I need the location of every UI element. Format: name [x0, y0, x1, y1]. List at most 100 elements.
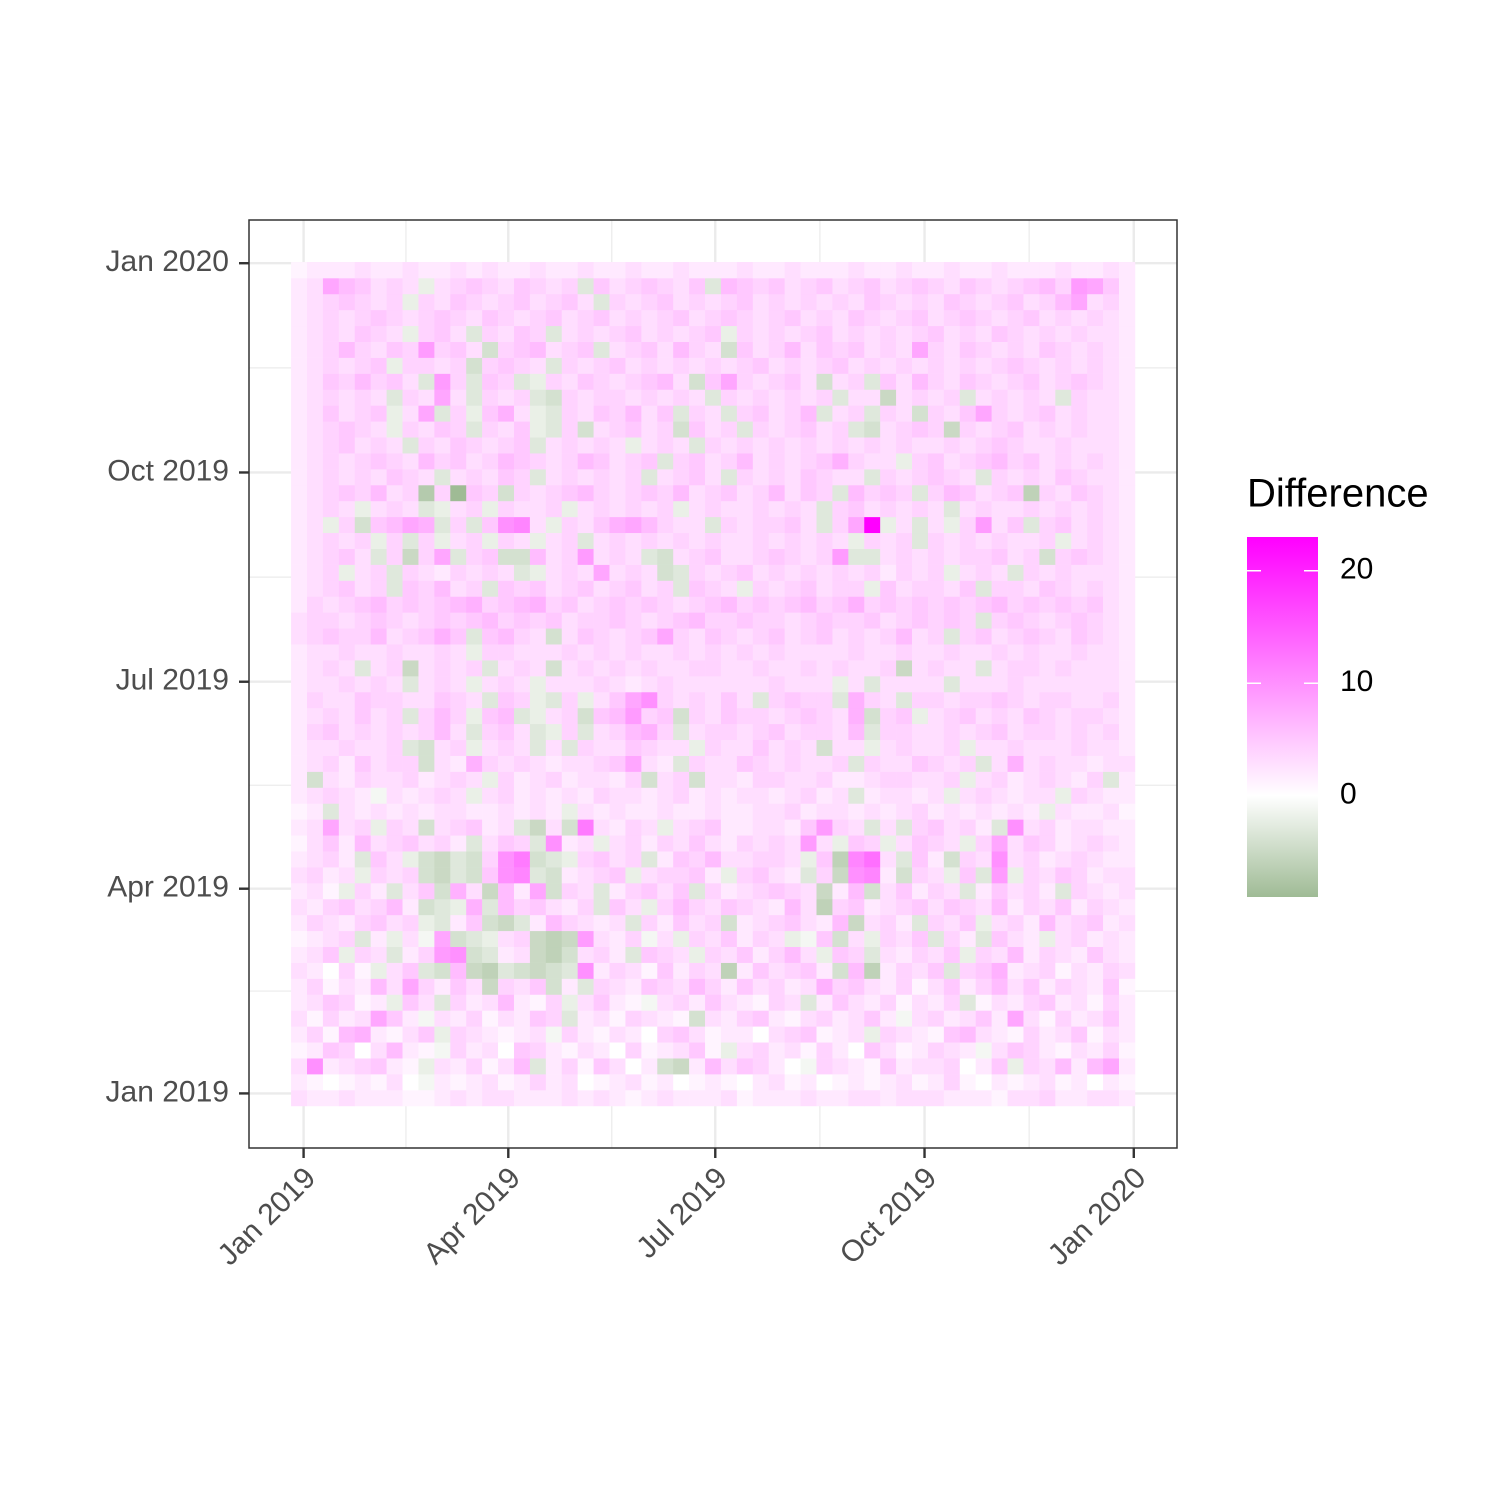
heatmap-cell [1119, 437, 1136, 454]
heatmap-cell [386, 389, 403, 406]
heatmap-cell [705, 612, 722, 629]
heatmap-cell [1023, 1090, 1040, 1107]
heatmap-cell [482, 469, 499, 486]
heatmap-cell [720, 453, 738, 470]
heatmap-cell [927, 898, 945, 916]
heatmap-cell [720, 739, 738, 756]
heatmap-cell [609, 532, 626, 549]
heatmap-cell [975, 278, 992, 295]
heatmap-cell [975, 707, 992, 725]
heatmap-cell [720, 1090, 738, 1107]
heatmap-cell [1055, 644, 1072, 661]
heatmap-cell [768, 660, 785, 677]
heatmap-cell [1007, 946, 1024, 963]
heatmap-cell [1103, 723, 1120, 741]
heatmap-cell [912, 421, 929, 438]
heatmap-cell [975, 325, 992, 342]
heatmap-cell [752, 819, 770, 836]
heatmap-cell [959, 771, 977, 788]
heatmap-cell [1087, 325, 1104, 342]
heatmap-cell [752, 883, 770, 900]
heatmap-cell [848, 930, 865, 948]
heatmap-cell [354, 357, 371, 374]
heatmap-cell [1119, 723, 1136, 741]
heatmap-cell [657, 373, 674, 390]
heatmap-cell [673, 787, 690, 804]
heatmap-cell [354, 851, 371, 868]
heatmap-cell [800, 707, 817, 725]
heatmap-cell [959, 548, 977, 565]
heatmap-cell [1055, 660, 1072, 677]
heatmap-cell [705, 373, 722, 390]
heatmap-cell [864, 1074, 881, 1091]
heatmap-cell [896, 771, 913, 788]
heatmap-cell [720, 803, 738, 820]
heatmap-cell [1039, 1026, 1056, 1043]
y-tick-label: Apr 2019 [107, 871, 229, 904]
heatmap-cell [912, 580, 929, 597]
heatmap-cell [561, 1042, 578, 1059]
heatmap-cell [545, 676, 563, 693]
heatmap-cell [418, 293, 435, 311]
heatmap-cell [784, 357, 801, 374]
heatmap-cell [832, 676, 849, 693]
heatmap-cell [1103, 707, 1120, 725]
heatmap-cell [307, 580, 324, 597]
heatmap-cell [784, 278, 801, 295]
heatmap-cell [370, 978, 387, 995]
heatmap-cell [482, 628, 499, 645]
heatmap-cell [291, 1058, 308, 1075]
heatmap-cell [354, 660, 371, 677]
heatmap-cell [482, 309, 499, 327]
heatmap-cell [705, 835, 722, 852]
heatmap-cell [848, 453, 865, 470]
x-tick-label: Jul 2019 [630, 1161, 734, 1265]
y-tick-label: Jul 2019 [116, 664, 229, 697]
heatmap-cell [705, 1010, 722, 1027]
heatmap-cell [1119, 1058, 1136, 1075]
heatmap-cell [912, 532, 929, 549]
heatmap-cell [673, 500, 690, 518]
heatmap-cell [370, 739, 387, 756]
heatmap-cell [816, 739, 833, 756]
heatmap-cell [322, 946, 340, 963]
heatmap-cell [1007, 723, 1024, 741]
heatmap-cell [450, 1026, 467, 1043]
heatmap-cell [338, 453, 356, 470]
heatmap-cell [816, 978, 833, 995]
heatmap-cell [991, 723, 1008, 741]
heatmap-cell [705, 1042, 722, 1059]
heatmap-cell [705, 787, 722, 804]
heatmap-cell [529, 978, 547, 995]
heatmap-cell [673, 262, 690, 279]
heatmap-cell [609, 1010, 626, 1027]
heatmap-cell [402, 819, 419, 836]
heatmap-cell [752, 994, 770, 1011]
heatmap-cell [689, 421, 706, 438]
heatmap-cell [402, 962, 419, 979]
heatmap-cell [466, 516, 483, 534]
heatmap-cell [1039, 405, 1056, 422]
heatmap-cell [943, 707, 961, 725]
heatmap-cell [529, 914, 547, 932]
heatmap-cell [848, 994, 865, 1011]
heatmap-cell [880, 612, 897, 629]
heatmap-cell [625, 787, 642, 804]
heatmap-cell [1007, 325, 1024, 342]
heatmap-cell [673, 612, 690, 629]
heatmap-cell [545, 962, 563, 979]
heatmap-cell [561, 325, 578, 342]
heatmap-cell [498, 309, 515, 327]
heatmap-cell [975, 532, 992, 549]
heatmap-cell [657, 357, 674, 374]
heatmap-cell [673, 564, 690, 581]
heatmap-cell [1039, 962, 1056, 979]
heatmap-cell [800, 421, 817, 438]
heatmap-cell [513, 628, 531, 645]
heatmap-cell [593, 930, 610, 948]
heatmap-cell [705, 516, 722, 534]
heatmap-cell [673, 1026, 690, 1043]
heatmap-cell [338, 500, 356, 518]
heatmap-cell [609, 469, 626, 486]
heatmap-cell [1103, 676, 1120, 693]
